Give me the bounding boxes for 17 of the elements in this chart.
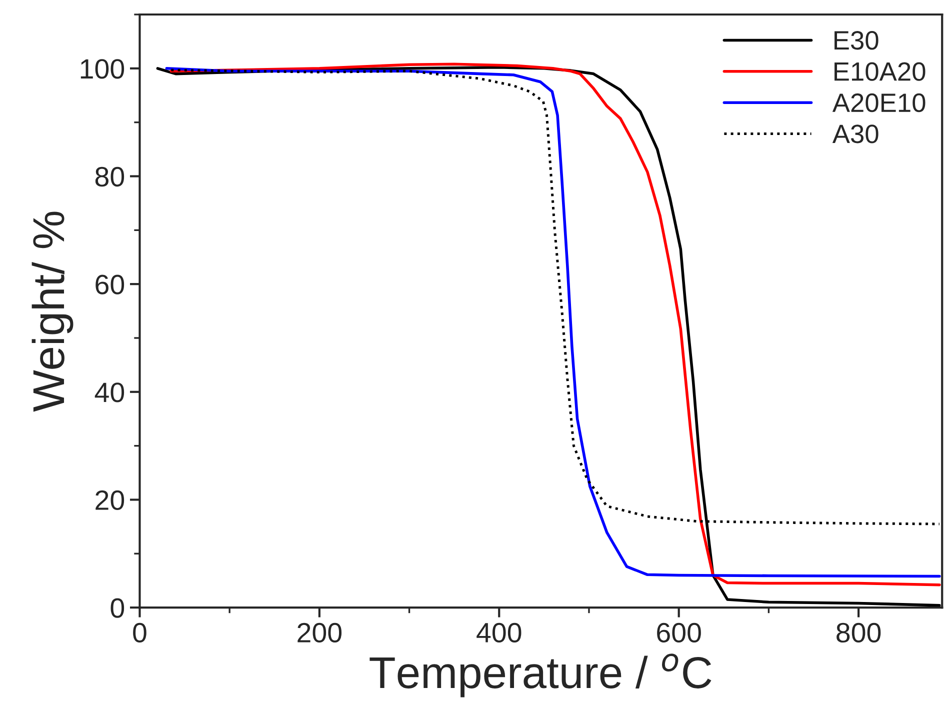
x-tick-label: 0 [133, 622, 146, 643]
x-tick-label: 600 [657, 622, 701, 643]
y-tick-label: 40 [94, 382, 124, 402]
x-axis-title: Temperature / $^{o}$C [370, 654, 712, 698]
legend-label: A30 [832, 124, 878, 144]
y-tick-label: 20 [96, 490, 124, 510]
legend-label: E10A20 [834, 62, 926, 81]
y-tick-label: 100 [80, 59, 124, 79]
y-tick-label: 60 [96, 274, 124, 294]
x-tick-label: 200 [298, 622, 342, 643]
legend-label: A20E10 [832, 93, 926, 112]
x-tick-label: 400 [476, 622, 522, 643]
y-tick-label: 80 [95, 166, 124, 187]
legend-label: E30 [834, 31, 878, 50]
y-axis-title: Weight/ % [32, 212, 74, 412]
y-tick-label: 0 [110, 598, 124, 618]
x-tick-label: 800 [836, 622, 881, 643]
